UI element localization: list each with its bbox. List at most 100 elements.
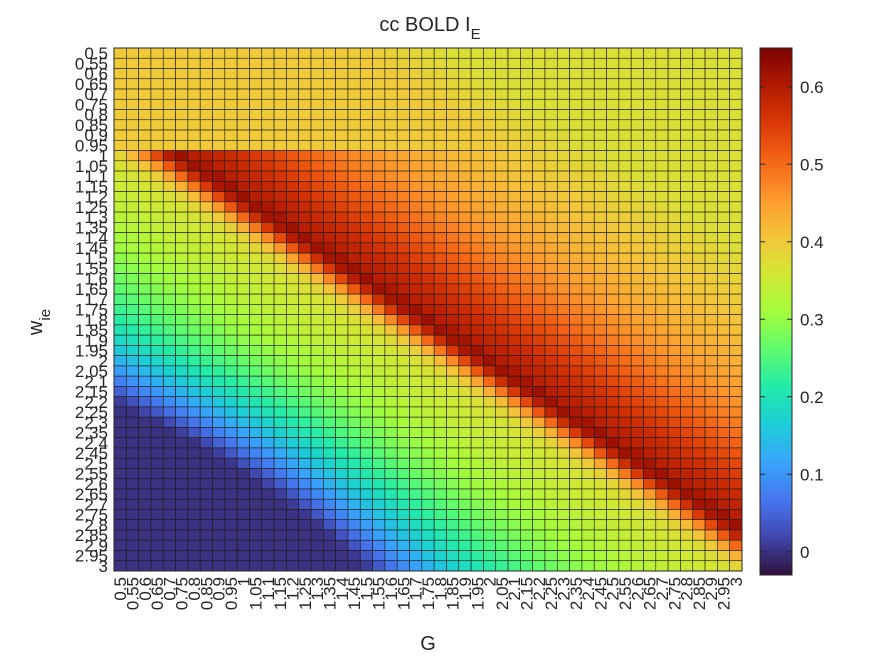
heatmap-cell xyxy=(138,304,152,315)
heatmap-cell xyxy=(409,437,423,449)
colorbar-tick-label: 0.4 xyxy=(800,233,824,252)
heatmap-cell xyxy=(470,447,484,459)
heatmap-cell xyxy=(175,478,189,490)
heatmap-cell xyxy=(396,160,410,172)
heatmap-cell xyxy=(569,160,583,172)
heatmap-cell xyxy=(569,355,583,367)
heatmap-cell xyxy=(433,375,447,387)
heatmap-cell xyxy=(470,88,484,100)
heatmap-cell xyxy=(175,468,189,480)
heatmap-cell xyxy=(532,160,546,172)
heatmap-cell xyxy=(359,47,373,59)
y-tick-label: 1.15 xyxy=(75,177,108,196)
heatmap-cell xyxy=(680,406,694,418)
heatmap-cell xyxy=(249,324,263,336)
heatmap-cell xyxy=(470,355,484,367)
heatmap-cell xyxy=(409,293,423,305)
heatmap-cell xyxy=(421,181,435,192)
heatmap-cell xyxy=(249,457,263,469)
heatmap-cell xyxy=(520,396,533,408)
heatmap-cell xyxy=(162,355,176,367)
heatmap-cell xyxy=(409,386,423,397)
heatmap-cell xyxy=(150,406,164,418)
heatmap-cell xyxy=(150,488,164,500)
heatmap-cell xyxy=(187,109,201,121)
heatmap-cell xyxy=(458,550,472,562)
heatmap-cell xyxy=(593,334,607,346)
heatmap-cell xyxy=(704,201,718,213)
heatmap-cell xyxy=(396,191,410,203)
heatmap-cell xyxy=(618,386,632,397)
heatmap-cell xyxy=(175,68,189,80)
heatmap-cell xyxy=(618,324,632,336)
heatmap-cell xyxy=(261,293,275,305)
x-tick-label: 0.5 xyxy=(111,577,130,601)
heatmap-cell xyxy=(433,498,447,510)
heatmap-cell xyxy=(261,375,275,387)
x-tick-label: 2.05 xyxy=(493,577,512,610)
heatmap-cell xyxy=(520,139,533,151)
heatmap-cell xyxy=(347,406,361,418)
heatmap-cell xyxy=(298,191,312,203)
heatmap-cell xyxy=(236,47,250,59)
heatmap-cell xyxy=(655,345,669,356)
heatmap-cell xyxy=(544,375,558,387)
heatmap-cell xyxy=(458,263,472,274)
heatmap-cell xyxy=(335,345,349,356)
heatmap-cell xyxy=(126,468,139,480)
heatmap-cell xyxy=(446,365,460,377)
heatmap-cell xyxy=(532,365,546,377)
heatmap-cell xyxy=(680,488,694,500)
heatmap-cell xyxy=(421,47,435,59)
heatmap-cell xyxy=(199,191,213,203)
heatmap-cell xyxy=(507,283,521,295)
heatmap-cell xyxy=(421,191,435,203)
heatmap-cell xyxy=(569,293,583,305)
heatmap-cell xyxy=(421,88,435,100)
heatmap-cell xyxy=(458,191,472,203)
heatmap-cell xyxy=(729,242,743,254)
heatmap-cell xyxy=(224,457,238,469)
heatmap-cell xyxy=(323,232,336,244)
heatmap-cell xyxy=(138,509,152,521)
heatmap-cell xyxy=(569,119,583,131)
heatmap-cell xyxy=(692,170,706,182)
heatmap-cell xyxy=(569,283,583,295)
heatmap-cell xyxy=(470,57,484,69)
heatmap-cell xyxy=(569,437,583,449)
heatmap-cell xyxy=(347,304,361,315)
y-tick-label: 2.65 xyxy=(75,485,108,504)
heatmap-cell xyxy=(593,263,607,274)
heatmap-cell xyxy=(286,304,300,315)
heatmap-cell xyxy=(249,222,263,233)
heatmap-cell xyxy=(113,478,127,490)
heatmap-cell xyxy=(618,232,632,244)
heatmap-cell xyxy=(556,324,570,336)
heatmap-cell xyxy=(532,427,546,438)
heatmap-cell xyxy=(409,550,423,562)
heatmap-cell xyxy=(347,191,361,203)
heatmap-cell xyxy=(138,396,152,408)
heatmap-cell xyxy=(372,519,386,531)
heatmap-cell xyxy=(520,283,533,295)
heatmap-cell xyxy=(717,529,730,541)
heatmap-cell xyxy=(433,519,447,531)
heatmap-cell xyxy=(150,427,164,438)
heatmap-cell xyxy=(273,386,287,397)
heatmap-cell xyxy=(138,447,152,459)
heatmap-cell xyxy=(520,232,533,244)
heatmap-cell xyxy=(630,211,644,223)
heatmap-cell xyxy=(335,273,349,285)
heatmap-cell xyxy=(224,170,238,182)
heatmap-cell xyxy=(310,304,324,315)
heatmap-cell xyxy=(372,447,386,459)
heatmap-cell xyxy=(372,396,386,408)
heatmap-cell xyxy=(421,232,435,244)
heatmap-cell xyxy=(384,488,398,500)
heatmap-cell xyxy=(236,324,250,336)
heatmap-cell xyxy=(286,150,300,162)
heatmap-cell xyxy=(704,334,718,346)
heatmap-cell xyxy=(113,78,127,90)
heatmap-cell xyxy=(273,396,287,408)
heatmap-cell xyxy=(532,539,546,551)
